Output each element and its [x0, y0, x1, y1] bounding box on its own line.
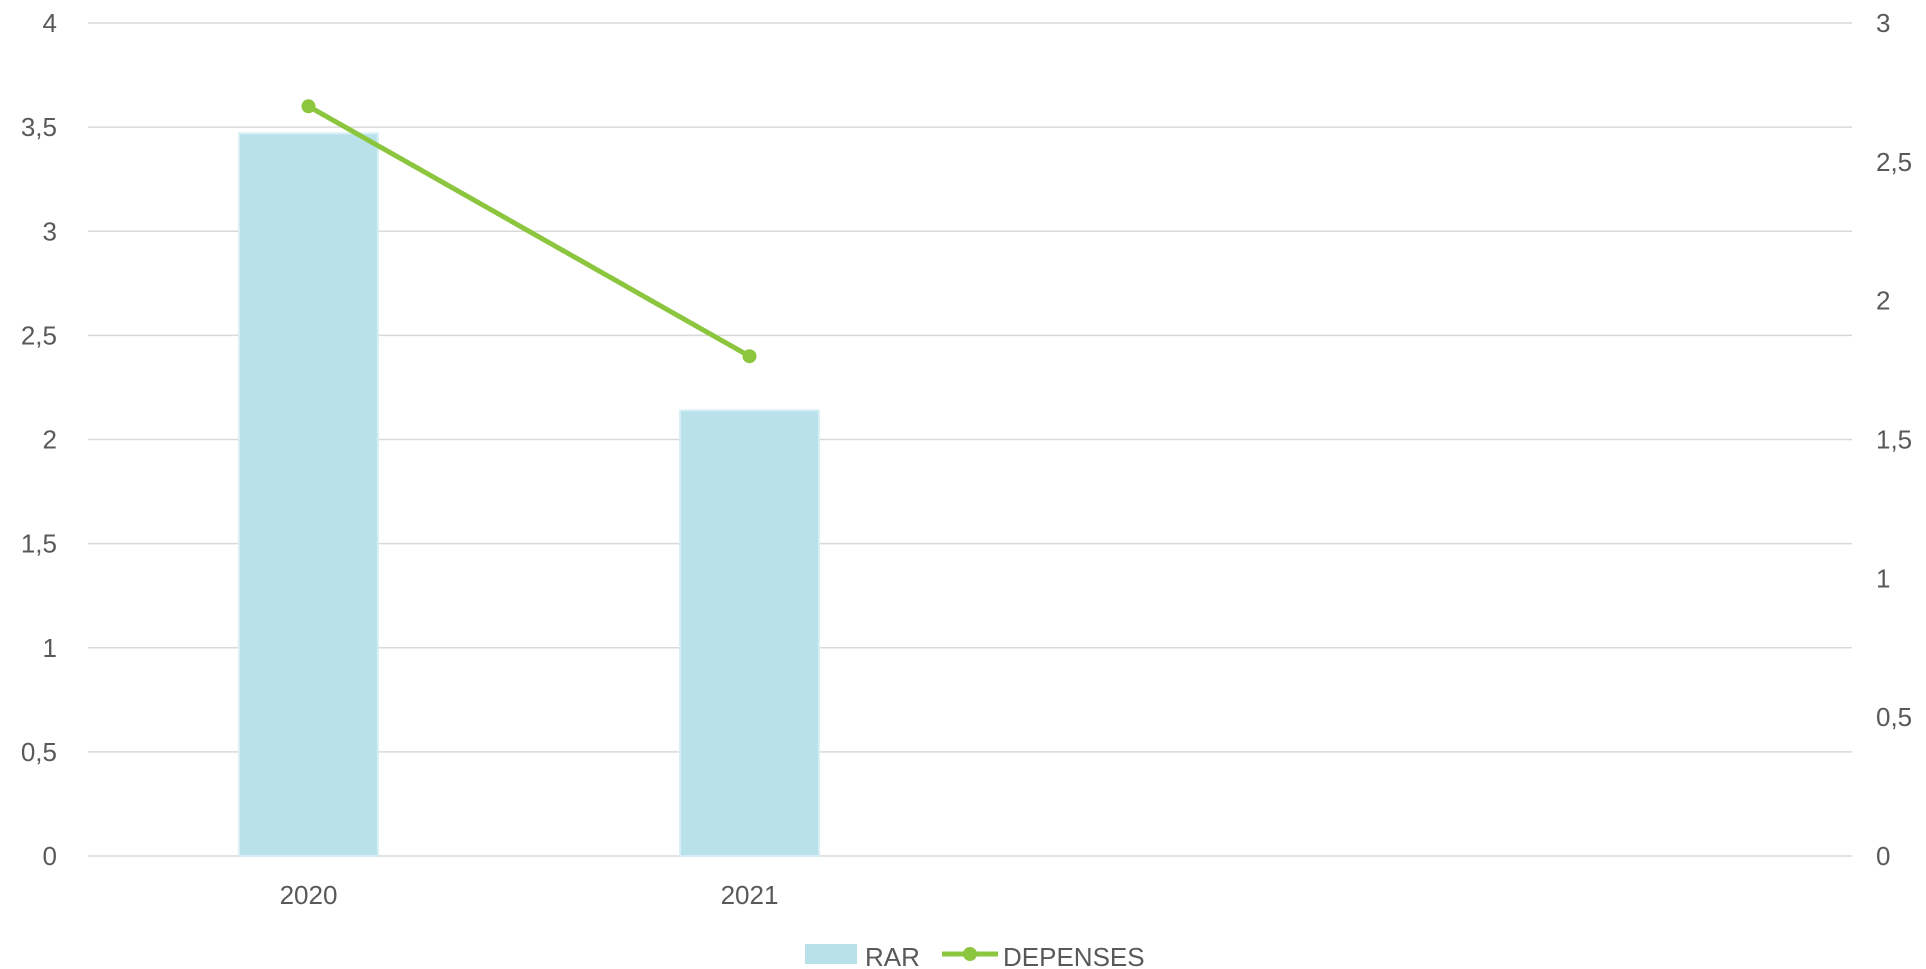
- y2-tick-label: 2,5: [1876, 147, 1912, 177]
- y-tick-label: 3: [43, 216, 57, 246]
- y2-tick-label: 0,5: [1876, 702, 1912, 732]
- y-tick-label: 3,5: [21, 112, 57, 142]
- gridlines: [88, 22, 1852, 857]
- y2-tick-label: 1,5: [1876, 425, 1912, 455]
- bar-series-rar: [238, 132, 820, 857]
- y-tick-label: 2: [43, 425, 57, 455]
- line-point: [742, 349, 757, 364]
- y-tick-label: 1,5: [21, 529, 57, 559]
- legend-marker-depenses: [963, 947, 977, 961]
- y2-tick-label: 1: [1876, 563, 1890, 593]
- y-tick-label: 4: [43, 8, 57, 38]
- y2-tick-label: 0: [1876, 841, 1890, 871]
- line-series-depenses: [301, 99, 757, 364]
- y2-tick-label: 2: [1876, 286, 1890, 316]
- x-axis-ticks: 2020 2021: [280, 880, 779, 910]
- line-point: [301, 99, 316, 114]
- y2-tick-label: 3: [1876, 8, 1890, 38]
- y-tick-label: 2,5: [21, 320, 57, 350]
- x-tick-label: 2020: [280, 880, 338, 910]
- y-tick-label: 0: [43, 841, 57, 871]
- y-tick-label: 0,5: [21, 737, 57, 767]
- line-path: [307, 104, 751, 359]
- bar: [679, 409, 820, 857]
- legend: RAR DEPENSES: [805, 942, 1145, 969]
- y-tick-label: 1: [43, 633, 57, 663]
- legend-swatch-rar: [805, 944, 857, 964]
- bar: [238, 132, 379, 857]
- legend-label-rar: RAR: [865, 942, 920, 969]
- x-tick-label: 2021: [721, 880, 779, 910]
- left-axis-ticks: 0 0,5 1 1,5 2 2,5 3 3,5 4: [21, 8, 57, 871]
- right-axis-ticks: 0 0,5 1 1,5 2 2,5 3: [1876, 8, 1912, 871]
- legend-label-depenses: DEPENSES: [1003, 942, 1145, 969]
